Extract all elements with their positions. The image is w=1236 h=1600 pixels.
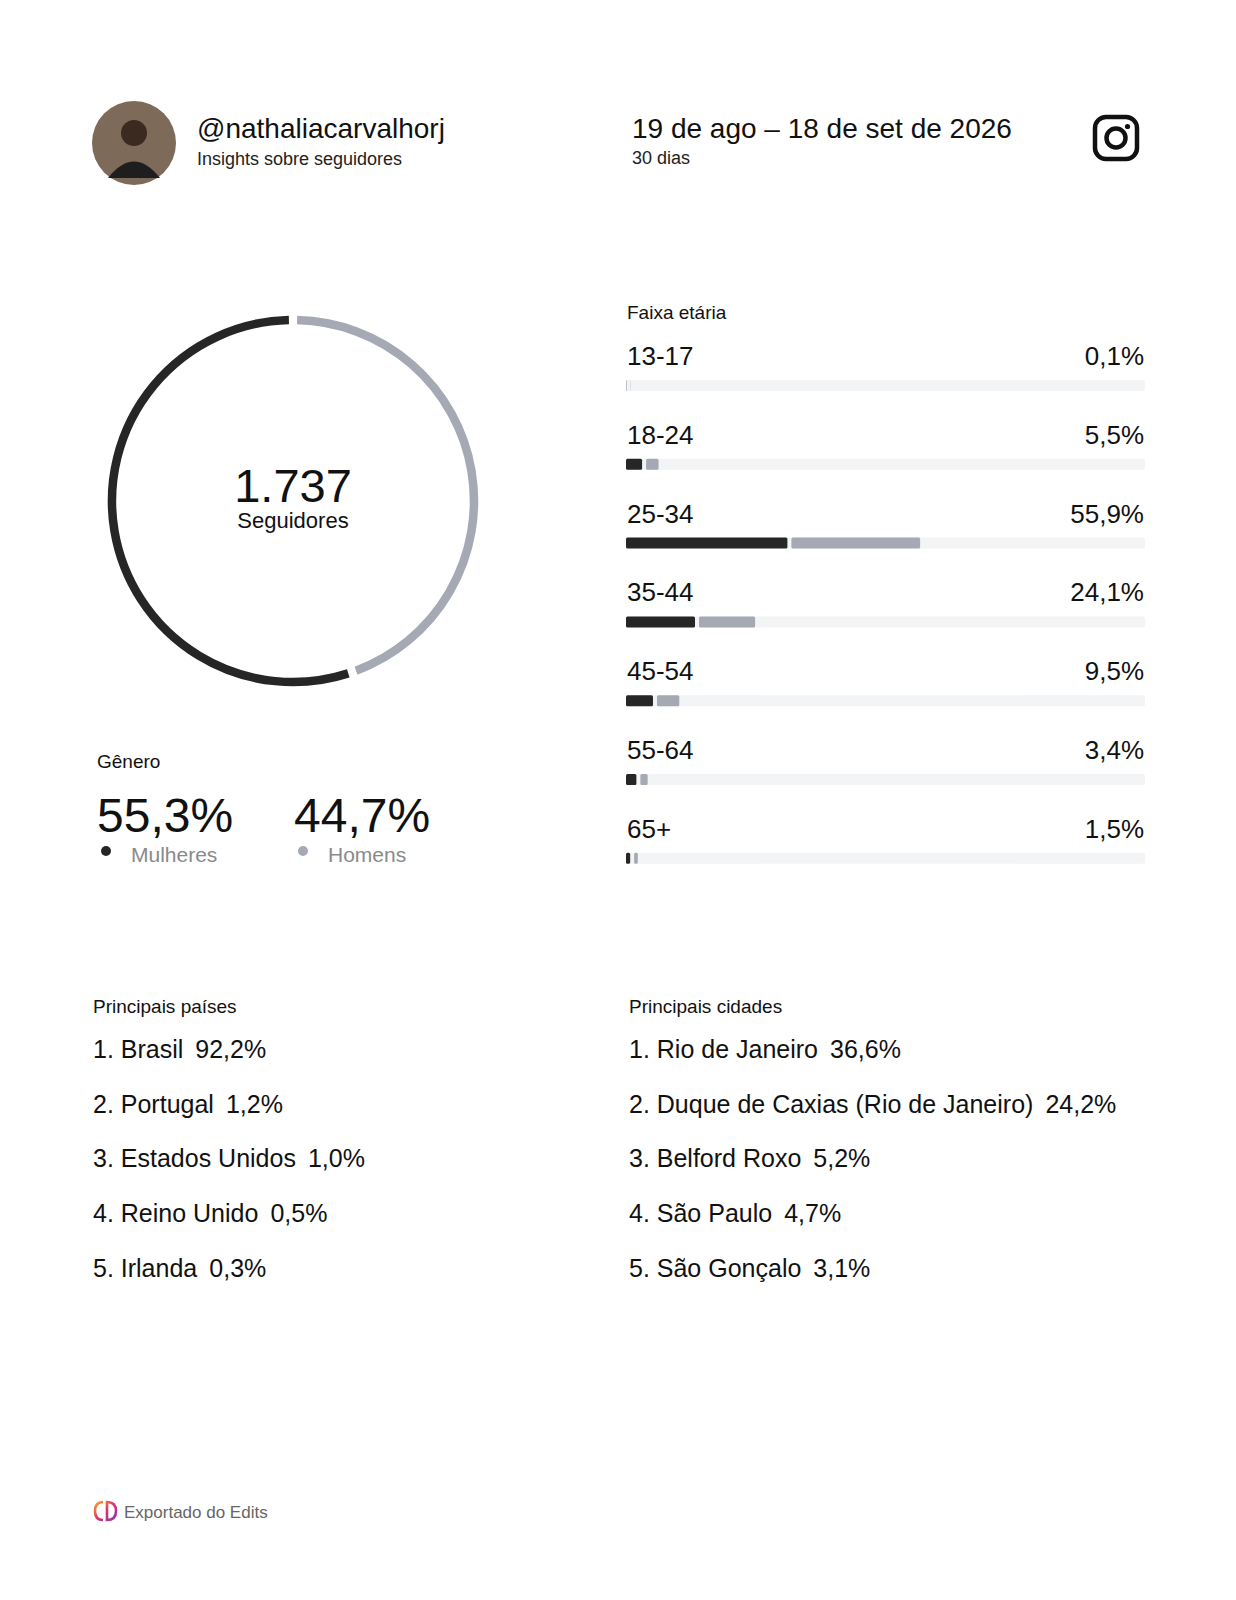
list-value: 36,6% xyxy=(830,1035,901,1063)
list-title: Principais países xyxy=(93,996,237,1017)
list-label: 4. Reino Unido xyxy=(93,1199,258,1227)
age-label: 25-34 xyxy=(627,499,694,529)
follower-count: 1.737 xyxy=(234,459,352,512)
bar-track xyxy=(626,459,1145,470)
age-segment xyxy=(791,538,920,549)
list-label: 1. Brasil xyxy=(93,1035,183,1063)
legend-dot xyxy=(101,846,111,856)
gender-value: 55,3% xyxy=(97,789,233,842)
list-label: 5. São Gonçalo xyxy=(629,1254,801,1282)
gender-value: 44,7% xyxy=(294,789,430,842)
age-bars xyxy=(626,380,1145,864)
list-value: 0,5% xyxy=(270,1199,327,1227)
list-label: 2. Duque de Caxias (Rio de Janeiro) xyxy=(629,1090,1033,1118)
bar-track xyxy=(626,380,1145,391)
list-label: 3. Belford Roxo xyxy=(629,1144,801,1172)
age-segment xyxy=(640,774,647,785)
icon-dot xyxy=(1125,124,1130,129)
age-segment xyxy=(626,459,642,470)
list-title: Principais cidades xyxy=(629,996,782,1017)
bar-track xyxy=(626,853,1145,864)
age-total: 9,5% xyxy=(1085,656,1144,686)
age-total: 1,5% xyxy=(1085,814,1144,844)
age-segment xyxy=(626,538,787,549)
bar-track xyxy=(626,616,1145,627)
age-segment xyxy=(626,380,627,391)
age-title: Faixa etária xyxy=(627,302,727,323)
age-total: 0,1% xyxy=(1085,341,1144,371)
list-value: 92,2% xyxy=(195,1035,266,1063)
list-label: 1. Rio de Janeiro xyxy=(629,1035,818,1063)
page: @nathaliacarvalhorj Insights sobre seguid… xyxy=(0,0,1236,1600)
donut xyxy=(112,320,474,682)
avatar-head xyxy=(121,120,147,146)
age-label: 55-64 xyxy=(627,735,694,765)
list-value: 24,2% xyxy=(1045,1090,1116,1118)
avatar-bg xyxy=(92,101,176,185)
bar-track xyxy=(626,695,1145,706)
bar-track xyxy=(626,774,1145,785)
list-value: 1,0% xyxy=(308,1144,365,1172)
age-total: 55,9% xyxy=(1070,499,1144,529)
age-segment xyxy=(646,459,658,470)
list-label: 3. Estados Unidos xyxy=(93,1144,296,1172)
list-label: 2. Portugal xyxy=(93,1090,214,1118)
list-label: 4. São Paulo xyxy=(629,1199,772,1227)
age-total: 3,4% xyxy=(1085,735,1144,765)
subtitle: Insights sobre seguidores xyxy=(197,149,402,169)
icon-frame xyxy=(1095,117,1137,159)
legend-label: Mulheres xyxy=(131,843,217,866)
age-segment xyxy=(626,774,636,785)
list-value: 1,2% xyxy=(226,1090,283,1118)
period-caption: 30 dias xyxy=(632,148,690,168)
age-segment xyxy=(626,695,653,706)
age-label: 18-24 xyxy=(627,420,694,450)
legend-dot xyxy=(298,846,308,856)
footer: Exportado do Edits xyxy=(124,1503,268,1522)
age-segment xyxy=(657,695,679,706)
age-chart: 13-17 0,1% 18-24 5,5% 25-34 55,9% 35-44 24,1% 45… xyxy=(626,341,1145,864)
handle: @nathaliacarvalhorj xyxy=(197,113,445,144)
edits-icon xyxy=(95,1502,116,1520)
list-value: 4,7% xyxy=(784,1199,841,1227)
age-segment xyxy=(634,853,638,864)
age-segment xyxy=(699,616,755,627)
age-total: 24,1% xyxy=(1070,577,1144,607)
age-label: 65+ xyxy=(627,814,671,844)
avatar xyxy=(92,101,176,185)
follower-caption: Seguidores xyxy=(237,508,348,533)
age-segment xyxy=(626,616,695,627)
age-total: 5,5% xyxy=(1085,420,1144,450)
instagram-icon xyxy=(1095,117,1137,159)
list-value: 0,3% xyxy=(209,1254,266,1282)
list-value: 5,2% xyxy=(813,1144,870,1172)
period: 19 de ago – 18 de set de 2026 xyxy=(632,113,1012,144)
avatar-body xyxy=(108,162,160,179)
age-segment xyxy=(630,380,631,391)
age-label: 35-44 xyxy=(627,577,694,607)
gender-title: Gênero xyxy=(97,751,160,772)
legend-label: Homens xyxy=(328,843,406,866)
bar-track xyxy=(626,538,1145,549)
list-value: 3,1% xyxy=(813,1254,870,1282)
list-label: 5. Irlanda xyxy=(93,1254,197,1282)
age-segment xyxy=(626,853,630,864)
icon-lens xyxy=(1107,129,1126,148)
age-label: 13-17 xyxy=(627,341,694,371)
age-label: 45-54 xyxy=(627,656,694,686)
